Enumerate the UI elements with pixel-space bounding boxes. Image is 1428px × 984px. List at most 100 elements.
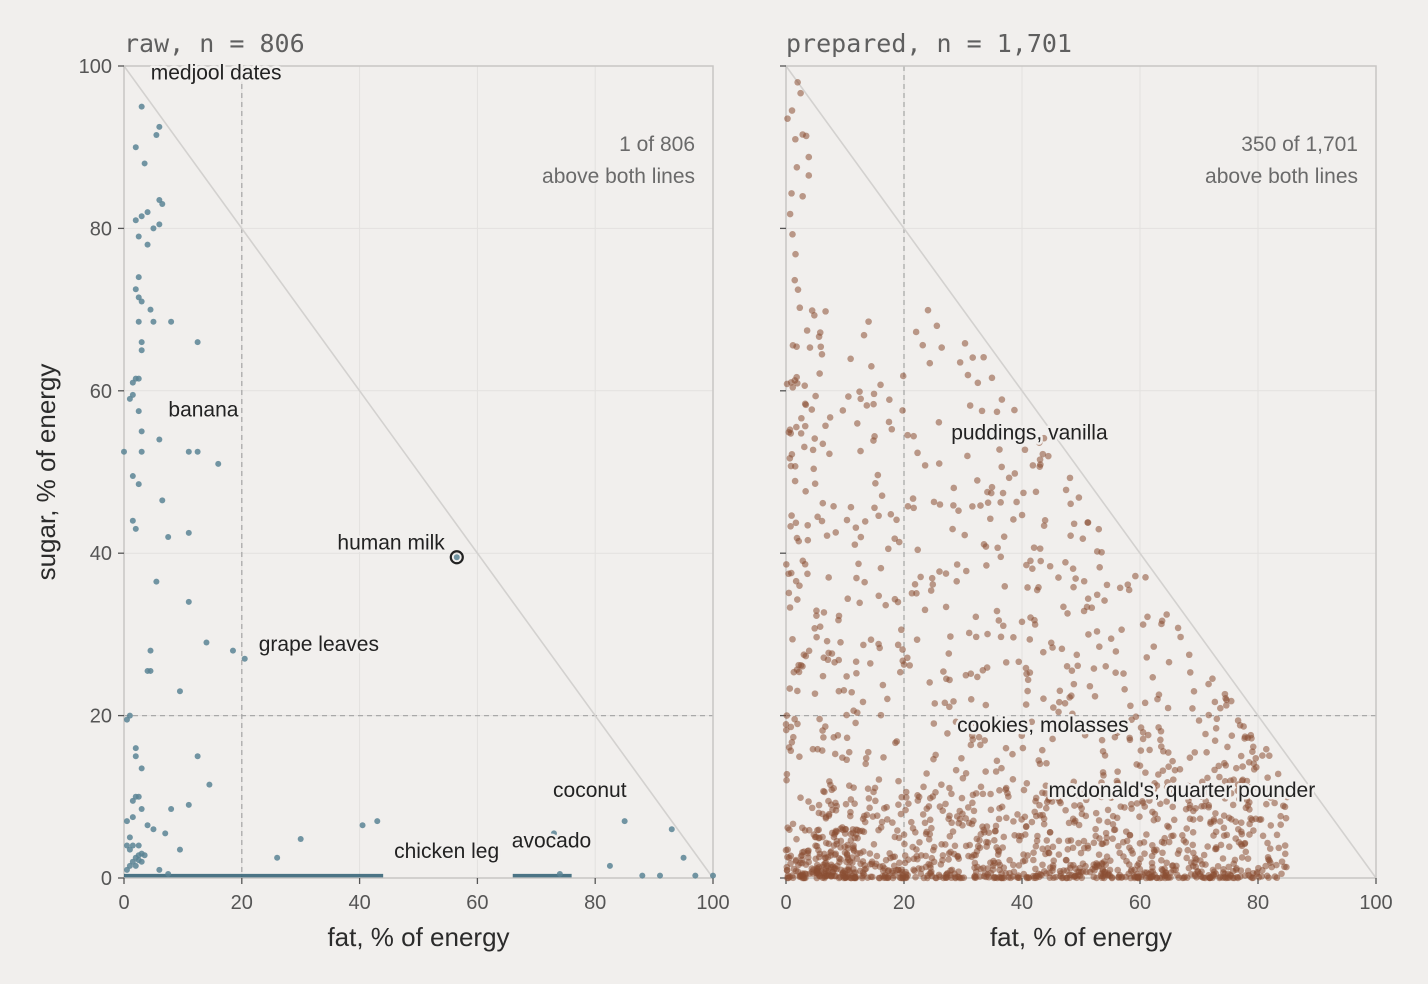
data-point xyxy=(915,793,923,801)
data-point xyxy=(1170,788,1177,796)
data-point xyxy=(1170,866,1177,874)
data-point xyxy=(982,768,989,775)
data-point xyxy=(819,672,827,680)
data-point xyxy=(1047,639,1055,647)
data-point xyxy=(809,745,817,753)
data-point xyxy=(897,810,905,818)
data-point xyxy=(946,676,953,684)
data-point xyxy=(792,250,799,258)
data-point xyxy=(896,859,903,867)
data-point xyxy=(875,512,882,520)
data-point xyxy=(850,865,857,873)
data-point xyxy=(159,201,166,208)
data-point xyxy=(1185,864,1193,872)
data-point xyxy=(1150,643,1158,650)
data-point xyxy=(1225,843,1233,850)
data-point xyxy=(967,696,975,703)
data-point xyxy=(132,862,139,869)
data-point xyxy=(815,834,823,842)
data-point xyxy=(621,818,628,825)
data-point xyxy=(936,501,944,508)
data-point xyxy=(1212,828,1220,836)
data-point xyxy=(790,733,797,741)
y-tick-label: 80 xyxy=(90,218,112,240)
data-point xyxy=(980,353,987,361)
data-point xyxy=(942,570,950,577)
count-note-line2: above both lines xyxy=(1205,165,1358,188)
data-point xyxy=(1213,715,1221,723)
data-point xyxy=(883,816,891,823)
data-point xyxy=(1055,708,1062,716)
data-point xyxy=(850,707,857,714)
data-point xyxy=(843,516,851,524)
data-point xyxy=(138,347,145,354)
data-point xyxy=(1115,874,1122,881)
data-point xyxy=(877,711,885,719)
data-point xyxy=(909,495,917,502)
data-point xyxy=(859,869,867,876)
x-tick-label: 20 xyxy=(231,892,253,914)
data-point xyxy=(821,788,828,796)
data-point xyxy=(1023,670,1030,678)
data-point xyxy=(787,430,795,437)
data-point xyxy=(150,318,157,325)
data-point xyxy=(891,535,899,542)
data-point xyxy=(794,596,801,603)
data-point xyxy=(1258,873,1265,880)
data-point xyxy=(847,874,855,882)
data-point xyxy=(796,304,804,312)
y-tick-label: 0 xyxy=(101,868,112,890)
data-point xyxy=(810,465,818,473)
data-point xyxy=(1212,845,1219,853)
data-point xyxy=(1035,439,1043,447)
data-point xyxy=(1211,698,1219,706)
data-point xyxy=(1098,548,1105,556)
data-point xyxy=(968,732,976,739)
data-point xyxy=(860,331,868,339)
data-point xyxy=(132,144,139,151)
data-point xyxy=(955,868,962,875)
data-point xyxy=(1281,863,1288,871)
data-point xyxy=(1282,814,1290,822)
data-point xyxy=(1056,687,1064,695)
x-tick-label: 0 xyxy=(118,892,129,914)
data-point xyxy=(816,623,824,630)
data-point xyxy=(1149,841,1156,849)
data-point xyxy=(1195,717,1203,724)
data-point xyxy=(820,734,827,741)
data-point xyxy=(1074,662,1082,670)
data-point xyxy=(862,754,870,762)
data-point xyxy=(1148,873,1156,880)
data-point xyxy=(1078,805,1085,812)
data-point xyxy=(1100,858,1108,865)
data-point xyxy=(1219,855,1227,862)
data-point xyxy=(998,396,1006,403)
data-point xyxy=(897,626,905,634)
data-point xyxy=(1136,813,1143,821)
data-point xyxy=(1039,450,1047,458)
data-point xyxy=(1096,835,1103,842)
annotation-label: avocado xyxy=(512,830,591,853)
data-point xyxy=(1063,662,1071,670)
data-point xyxy=(1142,874,1150,882)
data-point xyxy=(194,753,201,760)
x-axis-label: fat, % of energy xyxy=(990,922,1172,952)
data-point xyxy=(1017,832,1025,840)
data-point xyxy=(825,649,832,657)
data-point xyxy=(1043,870,1050,877)
data-point xyxy=(919,341,927,349)
data-point xyxy=(993,607,1001,615)
data-point xyxy=(138,428,145,435)
data-point xyxy=(132,745,139,752)
data-point xyxy=(850,842,857,849)
data-point xyxy=(1146,746,1153,754)
data-point xyxy=(1214,862,1222,870)
data-point xyxy=(1066,474,1074,482)
data-point xyxy=(980,826,987,834)
data-point xyxy=(839,407,847,414)
data-point xyxy=(811,435,819,442)
data-point xyxy=(1039,845,1046,853)
data-point xyxy=(1027,614,1034,621)
data-point xyxy=(185,529,192,536)
data-point xyxy=(550,830,557,837)
